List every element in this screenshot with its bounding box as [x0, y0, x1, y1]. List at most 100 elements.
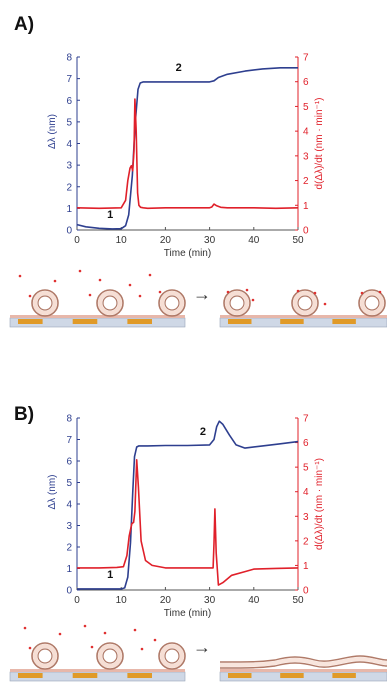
chart-b-y-right-tick-label: 0: [303, 586, 309, 597]
chart-a-y-right-tick-label: 3: [303, 151, 309, 162]
chart-b-x-tick-label: 20: [160, 595, 172, 606]
chart-b-y-left-tick-label: 0: [66, 586, 72, 597]
chart-b-x-tick-label: 40: [248, 595, 260, 606]
scheme-a: [9, 269, 387, 328]
scheme-a-vesicle: [158, 289, 186, 317]
scheme-a-bound-dot: [296, 289, 300, 293]
scheme-b-bilayer-fill: [220, 657, 387, 667]
chart-a-y-right-tick-label: 7: [303, 53, 309, 64]
chart-a-y-left-tick-label: 4: [66, 139, 72, 150]
chart-b-y-right-tick-label: 4: [303, 487, 309, 498]
chart-b-x-axis-label: Time (min): [164, 608, 211, 619]
chart-a-y-right-tick-label: 4: [303, 127, 309, 138]
scheme-b-right-substrate-electrode: [280, 673, 304, 678]
scheme-b-vesicle-inner: [164, 648, 180, 664]
scheme-a-bound-dot: [378, 290, 382, 294]
chart-a-x-tick-label: 0: [74, 235, 80, 246]
chart-b-y-right-axis-label: d(Δλ)/dt (nm · min⁻¹): [314, 458, 325, 550]
chart-a-y-right-tick-label: 1: [303, 201, 309, 212]
scheme-a-bound-dot: [323, 302, 327, 306]
chart-b-annotation-label: 2: [200, 426, 206, 438]
chart-b-x-tick-label: 0: [74, 595, 80, 606]
chart-a-x-tick-label: 10: [116, 235, 128, 246]
scheme-a-bound-vesicle: [223, 289, 251, 317]
scheme-a-vesicle-band: [160, 291, 184, 315]
chart-a-annotation-label: 1: [107, 209, 113, 221]
chart-b-y-right-tick-label: 7: [303, 414, 309, 425]
scheme-b-free-dot: [133, 628, 137, 632]
arrow-right-icon-a: →: [193, 284, 211, 304]
chart-a-x-tick-label: 30: [204, 235, 216, 246]
scheme-a-bound-vesicle-band: [225, 291, 249, 315]
scheme-b-right-substrate-electrode: [228, 673, 252, 678]
scheme-a-left-substrate-electrode: [72, 319, 98, 324]
scheme-a-bound-dot: [245, 288, 249, 292]
chart-b-shift-series-line: [77, 420, 299, 590]
scheme-a-bound-vesicle-band: [293, 291, 317, 315]
scheme-a-left-substrate-film: [10, 315, 185, 318]
chart-a-y-right-tick-label: 0: [303, 226, 309, 237]
scheme-a-free-dot: [18, 274, 22, 278]
scheme-b-vesicle-band: [160, 644, 184, 668]
scheme-b-vesicle: [158, 642, 186, 670]
scheme-b: [9, 624, 387, 682]
chart-a-y-left-tick-label: 0: [66, 226, 72, 237]
chart-b-y-left-tick-label: 3: [66, 521, 72, 532]
chart-b-x-tick-label: 30: [204, 595, 216, 606]
chart-b-y-right-tick-label: 1: [303, 561, 309, 572]
scheme-b-free-dot: [28, 646, 32, 650]
arrow-right-icon-b: →: [193, 637, 211, 657]
scheme-b-free-dot: [23, 626, 27, 630]
chart-a-annotation-label: 2: [176, 62, 182, 74]
scheme-a-bound-dot: [251, 298, 255, 302]
scheme-b-free-dot: [153, 638, 157, 642]
scheme-a-vesicle: [96, 289, 124, 317]
scheme-a-right-substrate-electrode: [228, 319, 252, 324]
scheme-a-bound-vesicle-band: [360, 291, 384, 315]
chart-b-x-tick-label: 10: [116, 595, 128, 606]
scheme-a-right-substrate-electrode: [280, 319, 304, 324]
chart-b-derivative-series-line: [77, 458, 299, 586]
chart-b-x-tick-label: 50: [292, 595, 304, 606]
scheme-a-bound-vesicle-inner: [297, 295, 313, 311]
scheme-b-left-substrate-film: [10, 669, 185, 672]
chart-a-y-left-tick-label: 1: [66, 204, 72, 215]
scheme-a-free-dot: [148, 273, 152, 277]
scheme-a-vesicle-inner: [37, 295, 53, 311]
chart-a-y-left-tick-label: 3: [66, 161, 72, 172]
scheme-b-free-dot: [140, 647, 144, 651]
chart-a-y-left-tick-label: 8: [66, 53, 72, 64]
scheme-a-vesicle-band: [98, 291, 122, 315]
scheme-a-free-dot: [128, 283, 132, 287]
chart-b-y-left-tick-label: 4: [66, 500, 72, 511]
scheme-b-left-substrate-electrode: [127, 673, 152, 678]
scheme-a-bound-vesicle-inner: [229, 295, 245, 311]
chart-b-y-left-tick-label: 7: [66, 435, 72, 446]
panel-label-a: A): [14, 14, 35, 35]
scheme-b-right-substrate-film: [220, 669, 387, 672]
chart-a-y-left-tick-label: 6: [66, 96, 72, 107]
scheme-b-free-dot: [58, 632, 62, 636]
panel-label-b: B): [14, 404, 35, 425]
scheme-b-vesicle-band: [98, 644, 122, 668]
chart-a-x-tick-label: 20: [160, 235, 172, 246]
chart-b-y-left-tick-label: 1: [66, 564, 72, 575]
scheme-b-vesicle: [96, 642, 124, 670]
scheme-a-bound-vesicle: [291, 289, 319, 317]
scheme-a-bound-vesicle-inner: [364, 295, 380, 311]
scheme-b-left-substrate-electrode: [18, 673, 43, 678]
chart-b-y-left-tick-label: 5: [66, 478, 72, 489]
chart-a-y-right-axis-label: d(Δλ)/dt (nm · min⁻¹): [314, 98, 325, 190]
chart-b-y-left-tick-label: 2: [66, 543, 72, 554]
chart-a-shift-series-line: [76, 67, 298, 230]
scheme-a-vesicle-inner: [164, 295, 180, 311]
scheme-a-left-substrate-electrode: [127, 319, 152, 324]
scheme-a-bound-dot: [313, 291, 317, 295]
scheme-a-bound-vesicle: [358, 289, 386, 317]
chart-b-y-left-axis-label: Δλ (nm): [47, 474, 58, 509]
scheme-b-vesicle-band: [33, 644, 57, 668]
chart-a-y-right-tick-label: 5: [303, 102, 309, 113]
scheme-a-free-dot: [28, 294, 32, 298]
